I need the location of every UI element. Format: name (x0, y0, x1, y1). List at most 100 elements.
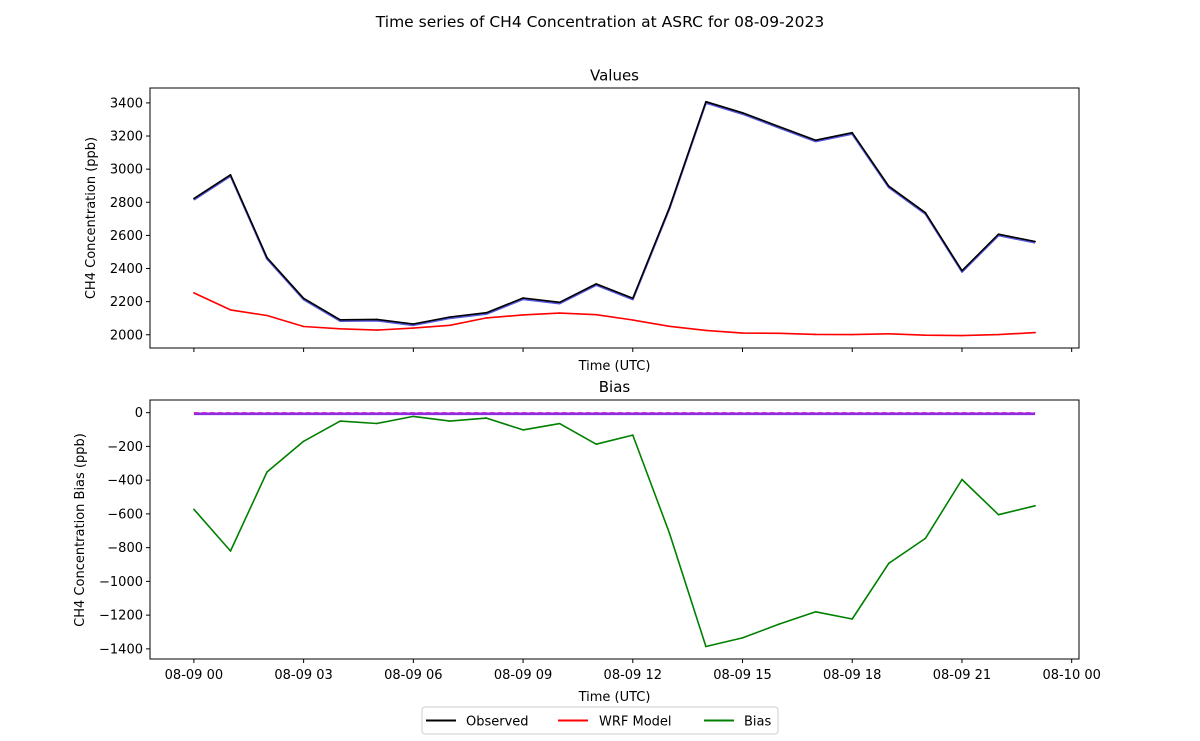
bias-x-tick-label: 08-09 00 (165, 668, 223, 683)
values-axes-frame (149, 87, 1080, 349)
bias-y-tick-label: −200 (107, 440, 143, 455)
wrf-model-point (851, 333, 854, 336)
bias-point (375, 422, 378, 425)
legend: Observed WRF Model Bias (421, 706, 779, 735)
bias-line (193, 415, 1036, 648)
bias-x-tick-label: 08-09 06 (384, 668, 442, 683)
bias-point (412, 415, 415, 418)
values-y-tick-label: 3400 (110, 96, 143, 111)
values-y-label: CH4 Concentration (ppb) (84, 137, 99, 299)
bias-y-label: CH4 Concentration Bias (ppb) (73, 433, 88, 627)
observed-point (778, 125, 780, 128)
bias-point (814, 610, 817, 613)
observed-point (997, 233, 1000, 236)
bias-y-tick-label: −1400 (99, 642, 143, 657)
bias-x-tick-label: 08-09 18 (823, 668, 881, 683)
wrf-model-point (1034, 331, 1036, 334)
wrf-model-point (595, 313, 598, 316)
observed-point (961, 269, 963, 272)
observed-point (485, 311, 488, 314)
wrf-model-point (705, 329, 707, 332)
bias-point (778, 623, 780, 625)
legend-frame (421, 706, 779, 735)
bias-point (961, 478, 963, 481)
wrf-model-point (558, 312, 561, 314)
observed-point (851, 131, 854, 134)
wrf-model-point (631, 319, 634, 321)
values-y-tick-label: 2400 (110, 262, 143, 277)
legend-observed-label: Observed (466, 715, 529, 730)
values-title: Values (590, 67, 639, 85)
bias-point (705, 645, 707, 648)
bias-point (851, 618, 854, 620)
bias-x-label: Time (UTC) (578, 690, 651, 705)
bias-panel: Bias −1400 −1200 −1000 −800 −600 −400 −200 0 08-… (73, 378, 1101, 705)
bias-point (193, 508, 195, 511)
values-panel: Values 20002200240026002800300032003400 … (84, 67, 1080, 374)
observed-point (814, 139, 817, 141)
observed-point (302, 297, 305, 300)
wrf-model-point (997, 333, 1000, 336)
wrf-model-point (741, 332, 744, 334)
bias-y-tick-label: −400 (107, 474, 143, 489)
bias-point (631, 434, 634, 436)
observed-point (595, 283, 598, 285)
bias-point (485, 417, 488, 419)
values-y-tick-label: 3000 (110, 163, 143, 178)
wrf-model-point (229, 309, 232, 311)
observed-point (339, 319, 341, 321)
bias-x-tick-label: 08-09 15 (713, 668, 771, 683)
bias-point (1034, 504, 1036, 507)
values-y-tick-label: 2800 (110, 196, 143, 211)
wrf-model-point (778, 332, 780, 335)
observed-point (193, 197, 195, 200)
bias-point (522, 429, 524, 431)
wrf-model-point (961, 334, 963, 337)
observed-point (229, 173, 232, 176)
wrf-model-point (924, 334, 927, 337)
bias-x-tick-label: 08-09 03 (274, 668, 332, 683)
wrf-model-point (668, 325, 671, 328)
bias-y-tick-label: −1000 (99, 575, 143, 590)
bias-axes-frame (149, 399, 1080, 660)
observed-point (924, 211, 927, 214)
bias-point (595, 443, 598, 446)
bias-point (924, 537, 927, 540)
values-y-tick-label: 2000 (110, 328, 143, 343)
wrf-model-point (266, 314, 268, 317)
bias-plot-area: −1400 −1200 −1000 −800 −600 −400 −200 0 08-09 00… (99, 406, 1101, 683)
wrf-model-point (485, 317, 488, 319)
bias-point (888, 562, 890, 565)
bias-x-tick-label: 08-09 21 (933, 668, 991, 683)
values-x-label: Time (UTC) (578, 359, 651, 374)
bias-point (997, 513, 1000, 516)
wrf-model-point (449, 324, 451, 327)
bias-point (229, 550, 232, 552)
bias-point (741, 637, 744, 639)
observed-line-shadow (193, 101, 1036, 327)
legend-wrf-label: WRF Model (599, 715, 672, 730)
wrf-model-point (814, 333, 817, 336)
observed-line (193, 100, 1036, 325)
observed-point (266, 256, 268, 259)
observed-point (412, 323, 415, 325)
bias-point (668, 532, 671, 534)
bias-point (266, 471, 268, 473)
observed-point (1034, 240, 1036, 243)
observed-point (741, 112, 744, 114)
wrf-model-line (193, 292, 1036, 337)
bias-title: Bias (599, 378, 631, 396)
figure-title: Time series of CH4 Concentration at ASRC… (375, 13, 824, 31)
wrf-model-point (193, 292, 195, 294)
bias-point (302, 440, 305, 443)
wrf-model-point (888, 332, 890, 335)
observed-point (668, 206, 671, 209)
bias-point (558, 422, 561, 425)
bias-point (339, 420, 341, 422)
bias-x-tick-label: 08-09 12 (604, 668, 662, 683)
observed-point (558, 301, 561, 304)
bias-x-tick-label: 08-09 09 (494, 668, 552, 683)
bias-point (449, 420, 451, 422)
bias-y-tick-label: −600 (107, 507, 143, 522)
